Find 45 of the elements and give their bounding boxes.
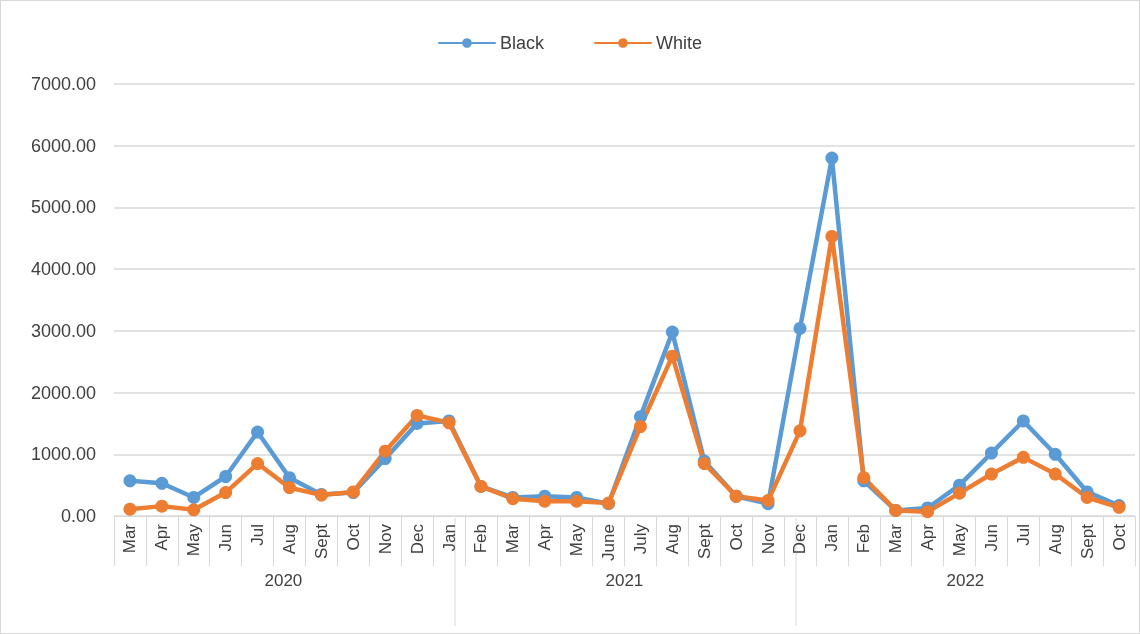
text: 2020: [264, 571, 303, 590]
x-tick-label: Jun: [216, 524, 236, 552]
y-tick-label: 6000.00: [30, 135, 96, 156]
y-tick-label: 3000.00: [30, 320, 96, 341]
x-tick-label: Mar: [503, 523, 523, 554]
x-tick-label: Apr: [535, 523, 555, 551]
y-tick-label: 4000.00: [30, 259, 96, 280]
x-tick-label: Sept: [1077, 523, 1097, 559]
y-tick-label: 0.00: [60, 506, 96, 526]
x-tick-label: Feb: [471, 524, 491, 554]
x-tick-label: Jan: [439, 524, 459, 552]
x-tick-label: Jan: [822, 524, 842, 552]
text: 2021: [605, 571, 644, 590]
x-tick-label: Mar: [886, 523, 906, 554]
x-tick-label: June: [599, 524, 619, 561]
x-tick-label: Sept: [311, 523, 331, 559]
text: 2022: [946, 571, 985, 590]
x-tick-label: Oct: [1109, 523, 1129, 551]
y-tick-label: 7000.00: [30, 74, 96, 94]
x-tick-label: Aug: [662, 524, 682, 555]
y-tick-label: 1000.00: [30, 444, 96, 465]
x-tick-label: Jul: [248, 524, 268, 546]
x-tick-label: Mar: [120, 523, 140, 554]
x-tick-label: Jul: [1013, 524, 1033, 546]
x-tick-label: July: [630, 523, 650, 555]
x-tick-label: Jun: [981, 524, 1001, 552]
y-tick-label: 2000.00: [30, 382, 96, 403]
x-tick-label: Oct: [726, 523, 746, 551]
x-tick-label: Aug: [279, 524, 299, 555]
x-tick-label: Oct: [343, 523, 363, 551]
x-tick-label: Nov: [758, 523, 778, 555]
x-tick-label: Apr: [918, 523, 938, 551]
x-tick-label: Feb: [854, 524, 874, 554]
legend-label: Black: [499, 33, 545, 53]
y-tick-label: 5000.00: [30, 197, 96, 218]
x-tick-label: May: [567, 523, 587, 557]
legend-label: White: [656, 33, 703, 53]
x-tick-label: Dec: [790, 523, 810, 555]
x-tick-label: Apr: [152, 523, 172, 551]
x-tick-label: May: [184, 523, 204, 557]
x-tick-label: Nov: [375, 523, 395, 555]
x-tick-label: Aug: [1045, 524, 1065, 555]
x-tick-label: May: [950, 523, 970, 557]
x-tick-label: Dec: [407, 523, 427, 555]
x-tick-label: Sept: [694, 523, 714, 559]
